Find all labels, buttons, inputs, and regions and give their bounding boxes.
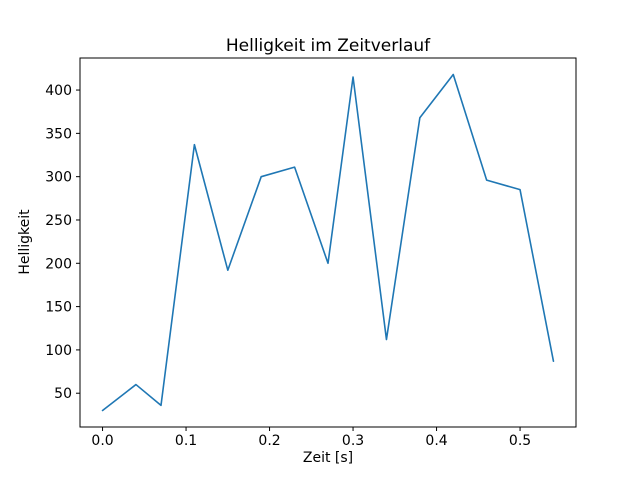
x-axis-label: Zeit [s]	[302, 450, 354, 466]
x-tick-label: 0.2	[258, 433, 280, 449]
x-tick-label: 0.4	[425, 433, 447, 449]
x-tick-label: 0.5	[509, 433, 531, 449]
y-axis-label: Helligkeit	[17, 209, 33, 275]
y-tick-label: 400	[45, 83, 72, 99]
y-tick-label: 150	[45, 300, 72, 316]
y-tick-label: 100	[45, 343, 72, 359]
data-line	[101, 73, 555, 412]
y-tick-label: 300	[45, 170, 72, 186]
y-tick-label: 250	[45, 213, 72, 229]
y-tick-label: 350	[45, 126, 72, 142]
y-tick-label: 200	[45, 256, 72, 272]
x-tick-label: 0.3	[342, 433, 364, 449]
chart-title: Helligkeit im Zeitverlauf	[225, 36, 431, 56]
y-tick-label: 50	[54, 386, 72, 402]
x-tick-label: 0.1	[175, 433, 197, 449]
x-tick-label: 0.0	[91, 433, 113, 449]
axes-spines	[79, 57, 577, 428]
